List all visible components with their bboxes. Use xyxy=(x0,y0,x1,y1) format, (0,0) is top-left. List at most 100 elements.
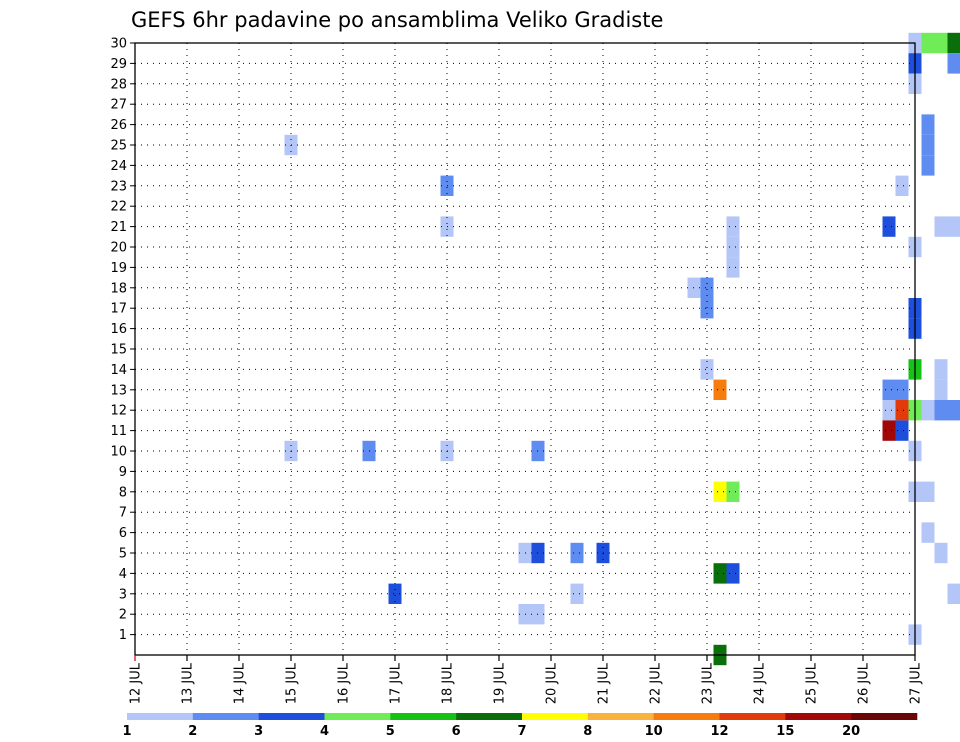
y-tick-label: 5 xyxy=(119,547,127,562)
heatmap-cell xyxy=(895,400,909,421)
heatmap-cell xyxy=(726,563,740,584)
colorbar-swatch xyxy=(785,713,852,720)
x-tick-label: 14 JUL xyxy=(233,662,248,704)
heatmap-cell xyxy=(934,400,948,421)
colorbar-swatch xyxy=(456,713,523,720)
y-tick-label: 7 xyxy=(119,506,127,521)
heatmap-cell xyxy=(726,257,740,278)
heatmap-cell xyxy=(570,542,584,564)
heatmap-cell xyxy=(882,379,896,400)
colorbar-swatch xyxy=(258,713,325,720)
y-tick-label: 22 xyxy=(110,200,127,215)
y-tick-label: 10 xyxy=(110,445,127,460)
heatmap-cell xyxy=(713,563,727,584)
colorbar-label: 7 xyxy=(517,724,526,739)
y-axis: 1234567891011121314151617181920212223242… xyxy=(110,37,135,643)
y-tick-label: 3 xyxy=(119,587,127,602)
y-tick-label: 18 xyxy=(110,281,127,296)
y-tick-label: 9 xyxy=(119,465,127,480)
heatmap-cell xyxy=(947,32,960,54)
colorbar-label: 12 xyxy=(710,724,728,739)
y-tick-label: 6 xyxy=(119,526,127,541)
heatmap-cell xyxy=(895,175,909,196)
colorbar-label: 8 xyxy=(583,724,592,739)
colorbar-swatch xyxy=(851,713,918,720)
heatmap-cell xyxy=(726,236,740,258)
y-tick-label: 17 xyxy=(110,302,127,317)
y-tick-label: 1 xyxy=(119,628,127,643)
heatmap-cell xyxy=(934,216,948,237)
y-tick-label: 24 xyxy=(110,159,127,174)
y-tick-label: 19 xyxy=(110,261,127,276)
y-tick-label: 13 xyxy=(110,383,127,398)
heatmap-cell xyxy=(726,216,740,237)
heatmap-cell xyxy=(895,379,909,400)
y-tick-label: 29 xyxy=(110,57,127,72)
colorbar-label: 4 xyxy=(320,724,329,739)
heatmap-cell xyxy=(895,420,909,441)
heatmap-cell xyxy=(882,420,896,441)
colorbar-swatch xyxy=(719,713,786,720)
heatmap-cell xyxy=(921,114,935,135)
heatmap-cell xyxy=(921,400,935,421)
colorbar-swatch xyxy=(587,713,654,720)
x-tick-label: 20 JUL xyxy=(545,662,560,704)
heatmap-cell xyxy=(882,216,896,237)
gridlines xyxy=(135,43,915,655)
heatmap-cell xyxy=(921,522,935,543)
heatmap-cell xyxy=(921,481,935,502)
heatmap-cell xyxy=(700,277,714,298)
heatmap-cell xyxy=(947,583,960,604)
colorbar-label: 1 xyxy=(122,724,131,739)
y-tick-label: 15 xyxy=(110,343,127,358)
y-tick-label: 12 xyxy=(110,404,127,419)
y-tick-label: 14 xyxy=(110,363,127,378)
x-tick-label: 27 JUL xyxy=(909,662,924,704)
heatmap-cell xyxy=(921,32,935,54)
heatmap-cell xyxy=(934,32,948,54)
x-tick-label: 24 JUL xyxy=(753,662,768,704)
heatmap-cell xyxy=(947,400,960,421)
colorbar-swatch xyxy=(127,713,194,720)
y-tick-label: 4 xyxy=(119,567,127,582)
colorbar: 1 2 3 4 5 6 7 8 10 12 15 20 xyxy=(122,713,918,739)
x-tick-label: 19 JUL xyxy=(493,662,508,704)
x-tick-label: 23 JUL xyxy=(701,662,716,704)
chart-title: GEFS 6hr padavine po ansamblima Veliko G… xyxy=(131,8,663,32)
colorbar-label: 10 xyxy=(645,724,663,739)
colorbar-swatch xyxy=(522,713,589,720)
x-tick-label: 21 JUL xyxy=(597,662,612,704)
colorbar-label: 15 xyxy=(776,724,794,739)
y-tick-label: 8 xyxy=(119,485,127,500)
x-tick-label: 16 JUL xyxy=(337,662,352,704)
heatmap-cell xyxy=(934,379,948,400)
y-tick-label: 28 xyxy=(110,77,127,92)
colorbar-swatch xyxy=(192,713,259,720)
heatmap-cell xyxy=(934,359,948,380)
colorbar-swatch xyxy=(390,713,457,720)
y-tick-label: 25 xyxy=(110,139,127,154)
colorbar-label: 6 xyxy=(452,724,461,739)
y-tick-label: 26 xyxy=(110,118,127,133)
colorbar-label: 3 xyxy=(254,724,263,739)
heatmap-cell xyxy=(882,400,896,421)
x-tick-label: 26 JUL xyxy=(857,662,872,704)
x-axis: 12 JUL 13 JUL 14 JUL 15 JUL 16 JUL 17 JUL 18 J… xyxy=(129,655,924,704)
y-tick-label: 27 xyxy=(110,98,127,113)
colorbar-label: 2 xyxy=(188,724,197,739)
heatmap-cell xyxy=(921,155,935,176)
heatmap-cell xyxy=(947,53,960,74)
x-tick-label: 12 JUL xyxy=(129,662,144,704)
heatmap-cell xyxy=(934,542,948,564)
y-tick-label: 16 xyxy=(110,322,127,337)
x-tick-label: 22 JUL xyxy=(649,662,664,704)
colorbar-swatch xyxy=(653,713,720,720)
colorbar-swatch xyxy=(324,713,391,720)
y-tick-label: 20 xyxy=(110,241,127,256)
heatmap-cell xyxy=(713,481,727,502)
heatmap-cell xyxy=(388,583,402,604)
heatmap-cell xyxy=(570,583,584,604)
y-tick-label: 21 xyxy=(110,220,127,235)
colorbar-label: 5 xyxy=(386,724,395,739)
